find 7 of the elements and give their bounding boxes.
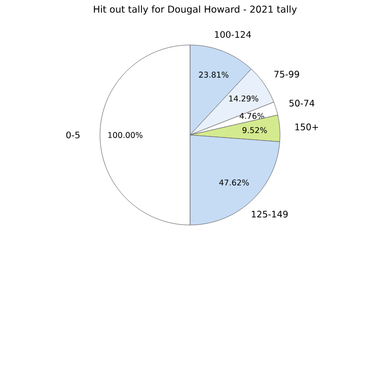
slice-label: 150+ <box>295 124 318 130</box>
slice-label: 75-99 <box>274 70 300 78</box>
slice-label: 100-124 <box>215 31 251 38</box>
slice-label: 0-5 <box>66 132 80 138</box>
slice-label: 50-74 <box>289 100 314 107</box>
slice-label: 125-149 <box>252 210 288 218</box>
chart-title: Hit out tally for Dougal Howard - 2021 tally <box>94 5 297 15</box>
